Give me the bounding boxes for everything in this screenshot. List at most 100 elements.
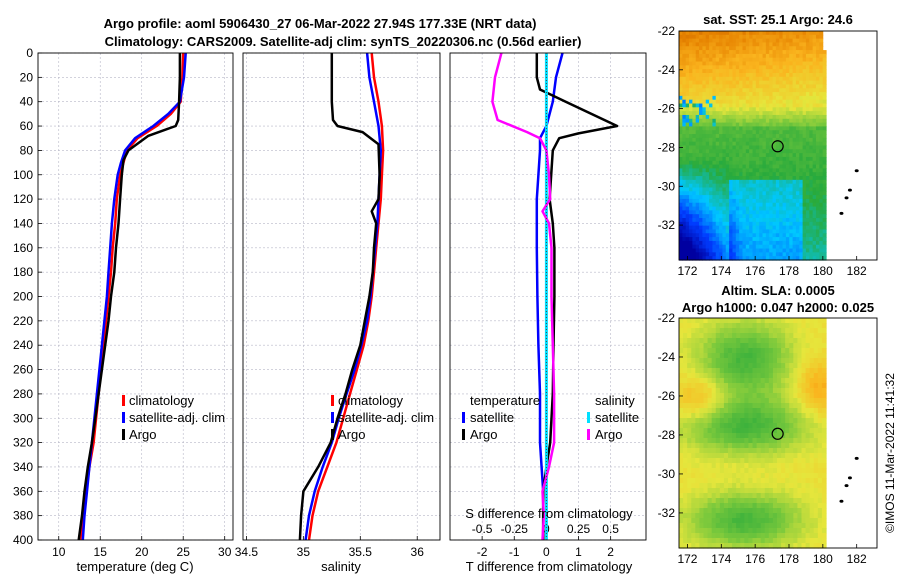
map-cell (683, 483, 688, 489)
map-cell (777, 453, 782, 459)
map-cell (756, 453, 762, 459)
map-cell (732, 328, 737, 334)
map-cell (679, 107, 683, 112)
map-cell (815, 168, 820, 173)
map-cell (756, 463, 762, 469)
map-cell (689, 244, 693, 250)
map-cell (722, 164, 727, 169)
map-cell (689, 38, 693, 44)
map-cell (779, 122, 784, 128)
map-cell (729, 206, 734, 211)
map-cell (745, 50, 750, 55)
map-cell (813, 418, 819, 424)
map-cell (762, 198, 767, 204)
map-cell (793, 398, 799, 404)
map-cell (683, 363, 688, 369)
map-cell (759, 46, 764, 51)
map-cell (801, 318, 807, 324)
map-cell (772, 244, 777, 250)
map-cell (781, 413, 786, 419)
map-cell (715, 61, 720, 66)
map-cell (705, 80, 710, 86)
map-cell (687, 398, 692, 404)
map-cell (732, 34, 737, 40)
map-cell (812, 126, 817, 131)
map-cell (685, 252, 690, 257)
map-cell (728, 438, 733, 444)
map-cell (777, 543, 782, 549)
map-cell (762, 76, 767, 82)
map-cell (765, 88, 770, 93)
map-cell (692, 111, 697, 116)
map-cell (789, 229, 794, 234)
map-cell (765, 210, 770, 215)
map-cell (691, 528, 696, 534)
difference-legend: temperature satellite Argo salinity sate… (462, 393, 639, 442)
map-cell (817, 483, 823, 489)
map-cell (805, 111, 810, 116)
map-cell (722, 122, 727, 128)
map-cell (739, 46, 744, 51)
map-cell (781, 378, 786, 384)
map-cell (744, 373, 750, 379)
map-cell (712, 240, 717, 246)
map-cell (789, 513, 794, 519)
map-cell (691, 463, 696, 469)
map-cell (809, 130, 814, 135)
map-cell (740, 428, 745, 434)
map-cell (712, 122, 717, 128)
map-cell (715, 214, 720, 219)
map-cell (772, 221, 777, 227)
map-cell (695, 373, 701, 379)
map-cell (801, 483, 807, 489)
map-cell (692, 57, 697, 63)
map-cell (812, 191, 817, 196)
map-cell (679, 473, 684, 479)
map-cell (705, 153, 710, 158)
map-cell (756, 428, 762, 434)
map-cell (756, 408, 762, 414)
map-cell (772, 358, 778, 364)
map-cell (682, 153, 687, 158)
map-cell (801, 413, 807, 419)
map-cell (689, 34, 693, 40)
map-cell (740, 408, 745, 414)
map-cell (715, 413, 721, 419)
map-cell (752, 145, 757, 150)
map-cell (805, 398, 811, 404)
map-cell (752, 403, 758, 409)
map-cell (695, 443, 701, 449)
map-cell (785, 523, 790, 529)
map-cell (793, 353, 799, 359)
map-cell (687, 383, 692, 389)
map-cell (695, 34, 700, 40)
map-cell (682, 187, 687, 192)
map-cell (742, 72, 747, 78)
map-cell (801, 378, 807, 384)
map-cell (805, 164, 810, 169)
map-cell (752, 428, 758, 434)
map-cell (736, 433, 741, 439)
map-cell (695, 218, 700, 223)
map-cell (707, 478, 713, 484)
map-cell (699, 137, 703, 143)
map-cell (707, 483, 713, 489)
map-cell (699, 483, 705, 489)
map-cell (764, 498, 770, 504)
map-cell (745, 198, 750, 204)
map-cell (742, 164, 747, 169)
y-tick-label: 300 (13, 411, 33, 425)
map-cell (779, 118, 784, 124)
map-cell (822, 61, 827, 66)
map-cell (685, 126, 690, 131)
map-cell (742, 160, 747, 166)
map-cell (781, 418, 786, 424)
map-cell (695, 252, 700, 257)
map-cell (748, 348, 754, 354)
map-cell (745, 240, 750, 246)
map-cell (748, 488, 754, 494)
map-cell (705, 240, 710, 246)
map-cell (797, 413, 803, 419)
map-cell (723, 488, 729, 494)
map-cell (799, 50, 804, 55)
